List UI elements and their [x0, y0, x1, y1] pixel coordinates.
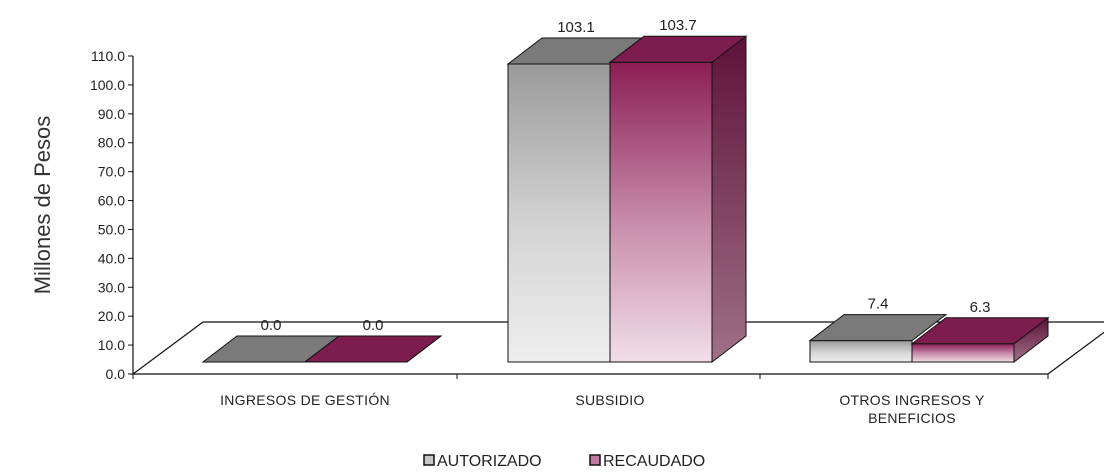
x-category-label: OTROS INGRESOS Y: [839, 392, 985, 408]
y-axis-label: Millones de Pesos: [30, 116, 55, 295]
data-label: 7.4: [868, 296, 889, 313]
bar-top: [808, 314, 948, 342]
data-label: 6.3: [970, 299, 991, 316]
legend-swatch-autorizado: [423, 454, 435, 466]
x-category-label: INGRESOS DE GESTIÓN: [220, 392, 390, 408]
y-tick-label: 90.0: [98, 106, 125, 122]
y-tick-label: 60.0: [98, 193, 125, 209]
y-tick-label: 70.0: [98, 164, 125, 180]
bar-autorizado-2: [808, 314, 948, 363]
bar-recaudado-1: [608, 35, 748, 364]
bar-side: [711, 35, 747, 364]
y-tick-label: 0.0: [106, 366, 126, 382]
bar-top: [910, 317, 1050, 345]
data-label: 103.1: [557, 19, 595, 36]
bar-top: [608, 35, 748, 63]
y-tick-label: 20.0: [98, 308, 125, 324]
bar-autorizado-1: [506, 37, 646, 363]
bar-top: [303, 335, 443, 363]
y-tick-label: 110.0: [91, 48, 125, 64]
bar-recaudado-2: [910, 316, 1050, 364]
legend-swatch-recaudado: [589, 454, 601, 466]
data-label: 0.0: [363, 317, 384, 334]
y-tick-label: 100.0: [90, 77, 125, 93]
bar-front: [911, 343, 1015, 363]
data-label: 103.7: [659, 17, 697, 34]
bar-recaudado-0: [303, 335, 443, 363]
chart-floor: [131, 321, 1104, 375]
data-label: 0.0: [261, 317, 282, 334]
y-tick-label: 40.0: [98, 250, 125, 266]
y-tick-label: 10.0: [98, 337, 125, 353]
bar-front: [609, 61, 713, 363]
x-category-label: BENEFICIOS: [868, 410, 956, 426]
y-tick-label: 80.0: [98, 135, 125, 151]
legend-label-recaudado: RECAUDADO: [603, 453, 705, 470]
y-tick-label: 50.0: [98, 221, 125, 237]
bar-front: [809, 340, 913, 363]
legend-label-autorizado: AUTORIZADO: [437, 453, 542, 470]
x-category-label: SUBSIDIO: [575, 392, 644, 408]
y-tick-label: 30.0: [98, 279, 125, 295]
bar-front: [507, 63, 611, 363]
